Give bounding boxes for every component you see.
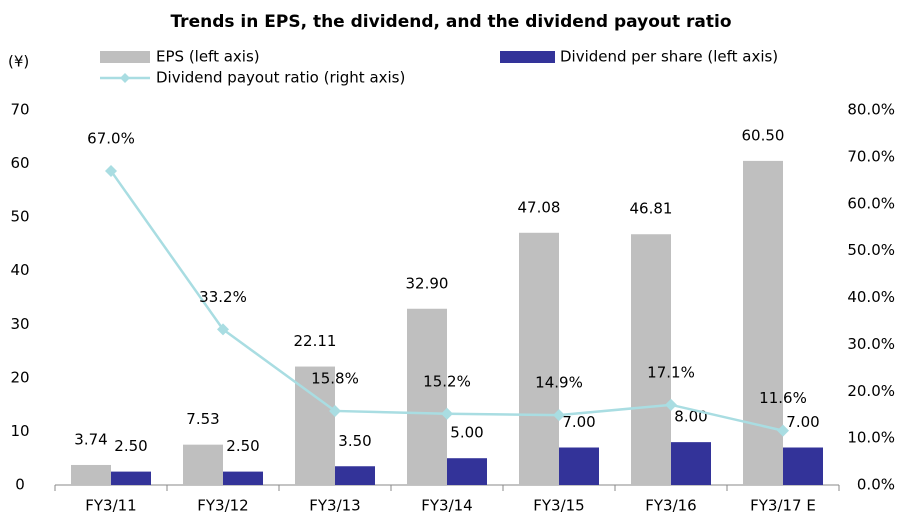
marker xyxy=(329,404,341,417)
data-label: 15.2% xyxy=(423,372,471,390)
y2-tick-label: 60.0% xyxy=(847,194,895,212)
x-tick-label: FY3/16 xyxy=(645,497,696,515)
x-tick-label: FY3/13 xyxy=(309,497,360,515)
data-label: 3.74 xyxy=(74,430,107,448)
bar xyxy=(111,471,151,485)
bar xyxy=(71,464,111,485)
data-label: 67.0% xyxy=(87,129,135,147)
bar xyxy=(183,444,223,485)
y2-tick-label: 20.0% xyxy=(847,382,895,400)
y2-tick-label: 10.0% xyxy=(847,429,895,447)
x-tick-label: FY3/12 xyxy=(197,497,248,515)
bar xyxy=(447,458,487,485)
y-unit: (¥) xyxy=(8,53,29,71)
marker xyxy=(777,424,789,437)
legend-marker xyxy=(120,73,130,83)
y-tick-label: 20 xyxy=(10,368,29,386)
data-label: 2.50 xyxy=(226,437,259,455)
x-tick-label: FY3/15 xyxy=(533,497,584,515)
data-label: 60.50 xyxy=(742,126,785,144)
y-tick-label: 70 xyxy=(10,101,29,119)
y-tick-label: 30 xyxy=(10,315,29,333)
legend-swatch xyxy=(500,51,555,63)
marker xyxy=(441,407,453,420)
marker xyxy=(217,323,229,336)
data-label: 7.53 xyxy=(186,410,219,428)
y2-tick-label: 0.0% xyxy=(857,476,895,494)
bar xyxy=(223,471,263,485)
chart-title: Trends in EPS, the dividend, and the div… xyxy=(170,12,731,32)
legend-label: EPS (left axis) xyxy=(156,48,260,66)
bar xyxy=(407,308,447,485)
y2-tick-label: 40.0% xyxy=(847,288,895,306)
y-tick-label: 60 xyxy=(10,154,29,172)
bar xyxy=(559,447,599,485)
y-tick-label: 10 xyxy=(10,422,29,440)
x-tick-label: FY3/14 xyxy=(421,497,472,515)
legend-swatch xyxy=(100,51,150,63)
marker xyxy=(553,409,565,422)
data-label: 7.00 xyxy=(786,413,819,431)
data-label: 7.00 xyxy=(562,413,595,431)
x-tick-label: FY3/11 xyxy=(85,497,136,515)
data-label: 14.9% xyxy=(535,374,583,392)
data-label: 3.50 xyxy=(338,432,371,450)
y-tick-label: 50 xyxy=(10,208,29,226)
marker xyxy=(105,164,117,177)
legend-label: Dividend per share (left axis) xyxy=(560,48,778,66)
marker xyxy=(665,398,677,411)
data-label: 47.08 xyxy=(518,198,561,216)
data-label: 46.81 xyxy=(630,200,673,218)
y2-tick-label: 30.0% xyxy=(847,335,895,353)
data-label: 17.1% xyxy=(647,363,695,381)
data-label: 5.00 xyxy=(450,424,483,442)
data-label: 33.2% xyxy=(199,288,247,306)
data-label: 15.8% xyxy=(311,369,359,387)
y-tick-label: 40 xyxy=(10,261,29,279)
legend-label: Dividend payout ratio (right axis) xyxy=(156,69,405,87)
y2-tick-label: 50.0% xyxy=(847,241,895,259)
bar xyxy=(743,160,783,485)
bar xyxy=(631,234,671,485)
y-tick-label: 0 xyxy=(15,476,25,494)
bar xyxy=(671,442,711,485)
bar xyxy=(335,466,375,485)
y2-tick-label: 70.0% xyxy=(847,147,895,165)
data-label: 22.11 xyxy=(294,332,337,350)
data-label: 32.90 xyxy=(406,274,449,292)
data-label: 2.50 xyxy=(114,437,147,455)
bar xyxy=(783,447,823,485)
x-tick-label: FY3/17 E xyxy=(750,497,816,515)
data-label: 11.6% xyxy=(759,389,807,407)
bar xyxy=(519,232,559,485)
y2-tick-label: 80.0% xyxy=(847,101,895,119)
